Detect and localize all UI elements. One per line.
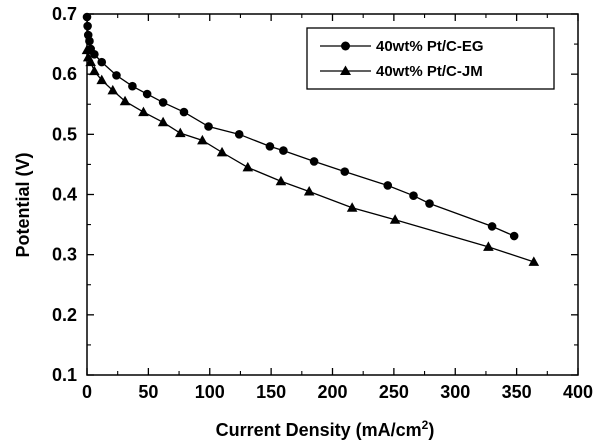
series-0-point — [265, 142, 275, 151]
x-axis-title: Current Density (mA/cm2) — [216, 418, 435, 440]
y-axis-title: Potential (V) — [13, 152, 33, 257]
series-1-point — [528, 256, 540, 266]
series-1-point — [157, 116, 169, 127]
series-1-point — [346, 202, 358, 212]
series-0-point — [83, 21, 92, 31]
series-1-point — [389, 214, 401, 224]
series-0-point — [204, 122, 213, 131]
series-0-point — [340, 167, 350, 176]
series-0-point — [97, 57, 107, 67]
series-1-point — [174, 127, 186, 138]
y-tick-label: 0.2 — [52, 305, 77, 325]
series-1-point — [138, 106, 149, 117]
legend-label-jm: 40wt% Pt/C-JM — [376, 63, 483, 80]
y-tick-label: 0.1 — [52, 365, 77, 385]
series-1-point — [275, 175, 287, 186]
series-0-point — [112, 71, 121, 80]
series-0-point — [309, 157, 319, 166]
series-1-point — [242, 161, 254, 172]
x-tick-label: 0 — [82, 382, 92, 402]
series-1-point — [483, 241, 494, 251]
x-tick-label: 300 — [440, 382, 470, 402]
series-0-point — [85, 36, 94, 46]
x-axis-title-superscript: 2 — [422, 418, 429, 432]
series-0-point — [128, 81, 137, 91]
series-1-point — [89, 65, 100, 76]
series-0-point — [158, 98, 168, 107]
series-0-point — [142, 89, 152, 99]
y-tick-label: 0.6 — [52, 64, 77, 84]
x-tick-label: 200 — [317, 382, 347, 402]
series-0-point — [409, 191, 418, 201]
series-0-point — [179, 107, 189, 117]
y-tick-label: 0.5 — [52, 124, 77, 144]
x-tick-label: 400 — [563, 382, 593, 402]
y-tick-label: 0.4 — [52, 185, 77, 205]
series-1-point — [119, 95, 131, 106]
series-0-point — [90, 50, 99, 59]
series-0-point — [82, 12, 92, 22]
series-1-point — [96, 74, 108, 85]
series-1-point — [216, 146, 228, 157]
y-tick-label: 0.3 — [52, 245, 77, 265]
series-0-point — [234, 130, 244, 139]
series-1-point — [85, 56, 96, 67]
x-tick-label: 150 — [256, 382, 286, 402]
x-tick-label: 50 — [138, 382, 158, 402]
series-0-point — [383, 181, 393, 190]
x-tick-label: 100 — [195, 382, 225, 402]
series-1-point — [303, 185, 315, 196]
y-tick-label: 0.7 — [52, 4, 77, 24]
legend-label-eg: 40wt% Pt/C-EG — [376, 38, 484, 55]
series-0-point — [509, 231, 519, 241]
series-1-point — [197, 134, 208, 145]
series-0-point — [425, 199, 434, 208]
legend-marker-jm — [340, 65, 351, 75]
legend-box — [306, 27, 555, 90]
series-1-point — [107, 84, 119, 95]
x-tick-label: 350 — [502, 382, 532, 402]
legend-marker-eg — [341, 41, 350, 51]
series-0-point — [279, 146, 288, 155]
series-1-point — [81, 44, 93, 55]
legend: 40wt% Pt/C-EG 40wt% Pt/C-JM — [306, 27, 555, 90]
series-0-point — [487, 222, 497, 231]
x-tick-label: 250 — [379, 382, 409, 402]
